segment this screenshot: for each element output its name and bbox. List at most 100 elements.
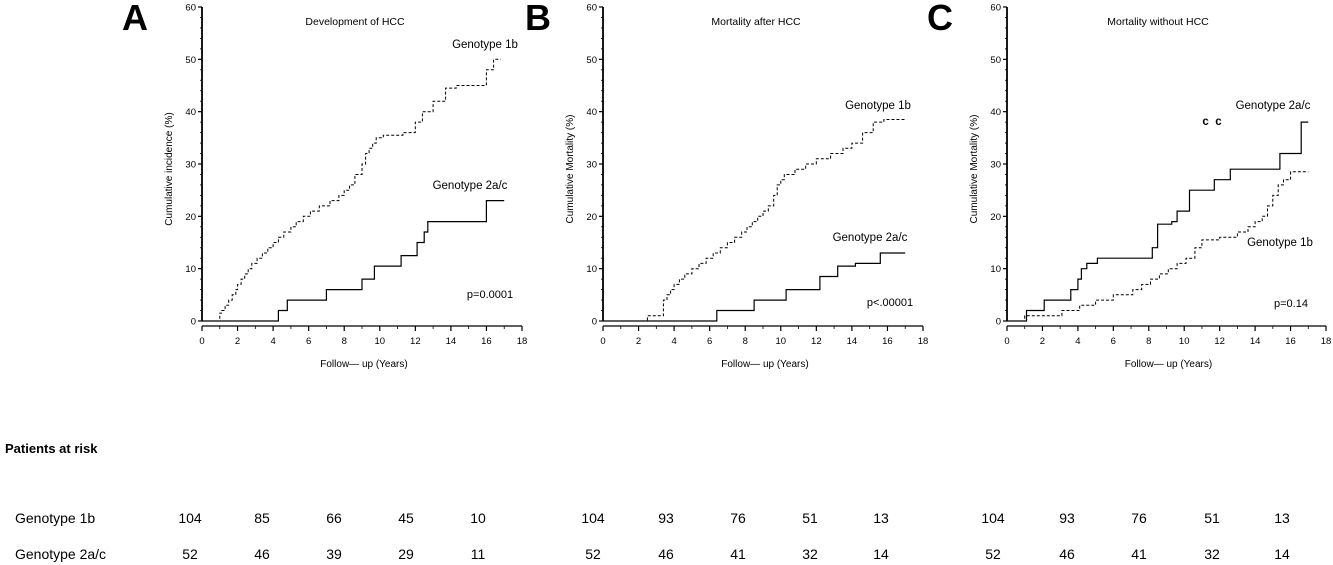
series-line-genotype-1b	[202, 58, 501, 322]
risk-count: 13	[1274, 510, 1290, 526]
series-line-genotype-1b	[1007, 171, 1309, 322]
risk-count: 14	[1274, 546, 1290, 562]
y-tick-label: 30	[586, 160, 597, 171]
series-label: Genotype 2a/c	[433, 180, 508, 192]
risk-count: 51	[1204, 510, 1220, 526]
x-tick-label: 8	[1146, 336, 1151, 347]
y-tick-label: 10	[586, 264, 597, 275]
y-tick-label: 0	[996, 317, 1001, 328]
y-tick-label: 50	[990, 55, 1001, 66]
risk-count: 104	[581, 510, 605, 526]
risk-count: 104	[981, 510, 1005, 526]
risk-count: 46	[1059, 546, 1075, 562]
y-tick-label: 10	[990, 264, 1001, 275]
x-axis-label: Follow— up (Years)	[1125, 359, 1212, 370]
x-tick-label: 6	[1111, 336, 1116, 347]
risk-count: 66	[326, 510, 342, 526]
y-tick-label: 20	[990, 212, 1001, 223]
risk-count: 76	[1131, 510, 1147, 526]
y-tick-label: 50	[586, 55, 597, 66]
risk-count: 51	[802, 510, 818, 526]
risk-count: 52	[585, 546, 601, 562]
x-tick-label: 6	[707, 336, 712, 347]
y-axis-label: Cumulative Mortality (%)	[565, 115, 576, 224]
risk-count: 76	[730, 510, 746, 526]
risk-count: 85	[254, 510, 270, 526]
annotation-text: c c	[1202, 116, 1222, 128]
x-tick-label: 2	[235, 336, 240, 347]
x-tick-label: 16	[882, 336, 893, 347]
chart-title: Mortality after HCC	[711, 16, 801, 28]
x-tick-label: 4	[671, 336, 676, 347]
y-tick-label: 60	[586, 3, 597, 14]
risk-count: 93	[658, 510, 674, 526]
x-tick-label: 0	[1004, 336, 1009, 347]
chart-panel-c: C Mortality without HCC 0 10 20 30 40 50 60 0 2 4 6 8…	[927, 0, 1331, 370]
p-value: p=0.14	[1274, 298, 1308, 310]
y-tick-label: 30	[185, 160, 196, 171]
risk-count: 39	[326, 546, 342, 562]
chart-title: Development of HCC	[305, 16, 405, 28]
series-label: Genotype 2a/c	[1236, 100, 1311, 112]
risk-count: 104	[178, 510, 202, 526]
risk-count: 93	[1059, 510, 1075, 526]
series-line-genotype-1b	[603, 119, 906, 322]
x-tick-label: 10	[1179, 336, 1190, 347]
panel-letter: A	[122, 0, 148, 38]
x-tick-label: 4	[270, 336, 275, 347]
risk-count: 52	[985, 546, 1001, 562]
x-tick-label: 14	[847, 336, 858, 347]
x-tick-label: 16	[1285, 336, 1296, 347]
x-tick-label: 0	[600, 336, 605, 347]
y-tick-label: 40	[185, 107, 196, 118]
x-tick-label: 10	[374, 336, 385, 347]
risk-count: 45	[398, 510, 414, 526]
y-tick-label: 40	[990, 107, 1001, 118]
x-tick-label: 18	[918, 336, 929, 347]
series-line-genotype-2a-c	[603, 252, 906, 322]
patients-at-risk-heading: Patients at risk	[5, 441, 98, 456]
y-tick-label: 60	[990, 3, 1001, 14]
y-tick-label: 30	[990, 160, 1001, 171]
x-tick-label: 16	[481, 336, 492, 347]
risk-count: 32	[802, 546, 818, 562]
risk-count: 14	[873, 546, 889, 562]
y-tick-label: 0	[592, 317, 597, 328]
risk-count: 11	[470, 546, 486, 562]
chart-panel-b: B Mortality after HCC 0 10 20 30 40 50 60 0 2 4 6 8 10…	[525, 0, 928, 370]
y-tick-label: 0	[191, 317, 196, 328]
risk-count: 41	[730, 546, 746, 562]
risk-count: 10	[470, 510, 486, 526]
risk-count: 29	[398, 546, 414, 562]
x-tick-label: 12	[811, 336, 822, 347]
risk-count: 32	[1204, 546, 1220, 562]
series-label: Genotype 1b	[452, 39, 518, 51]
x-tick-label: 18	[517, 336, 528, 347]
x-tick-label: 0	[199, 336, 204, 347]
risk-count: 46	[658, 546, 674, 562]
x-tick-label: 12	[410, 336, 421, 347]
y-tick-label: 20	[586, 212, 597, 223]
series-label: Genotype 1b	[845, 100, 911, 112]
series-line-genotype-2a-c	[202, 200, 505, 322]
y-tick-label: 50	[185, 55, 196, 66]
series-label: Genotype 1b	[1247, 237, 1313, 249]
panel-letter: B	[525, 0, 551, 38]
x-axis-label: Follow— up (Years)	[721, 359, 808, 370]
x-tick-label: 8	[342, 336, 347, 347]
x-tick-label: 8	[743, 336, 748, 347]
chart-title: Mortality without HCC	[1107, 16, 1209, 28]
x-axis-label: Follow— up (Years)	[320, 359, 407, 370]
x-tick-label: 6	[306, 336, 311, 347]
x-tick-label: 2	[1040, 336, 1045, 347]
series-label: Genotype 2a/c	[833, 232, 908, 244]
y-tick-label: 60	[185, 3, 196, 14]
y-tick-label: 20	[185, 212, 196, 223]
chart-panel-a: A Development of HCC 0 10 20 30 40 50 60 0 2 4 6 8 10 1…	[122, 0, 527, 370]
y-axis-label: Cumulative incidence (%)	[164, 112, 175, 225]
x-tick-label: 4	[1075, 336, 1080, 347]
series-line-genotype-2a-c	[1007, 121, 1309, 322]
x-tick-label: 14	[446, 336, 457, 347]
panel-letter: C	[927, 0, 953, 38]
